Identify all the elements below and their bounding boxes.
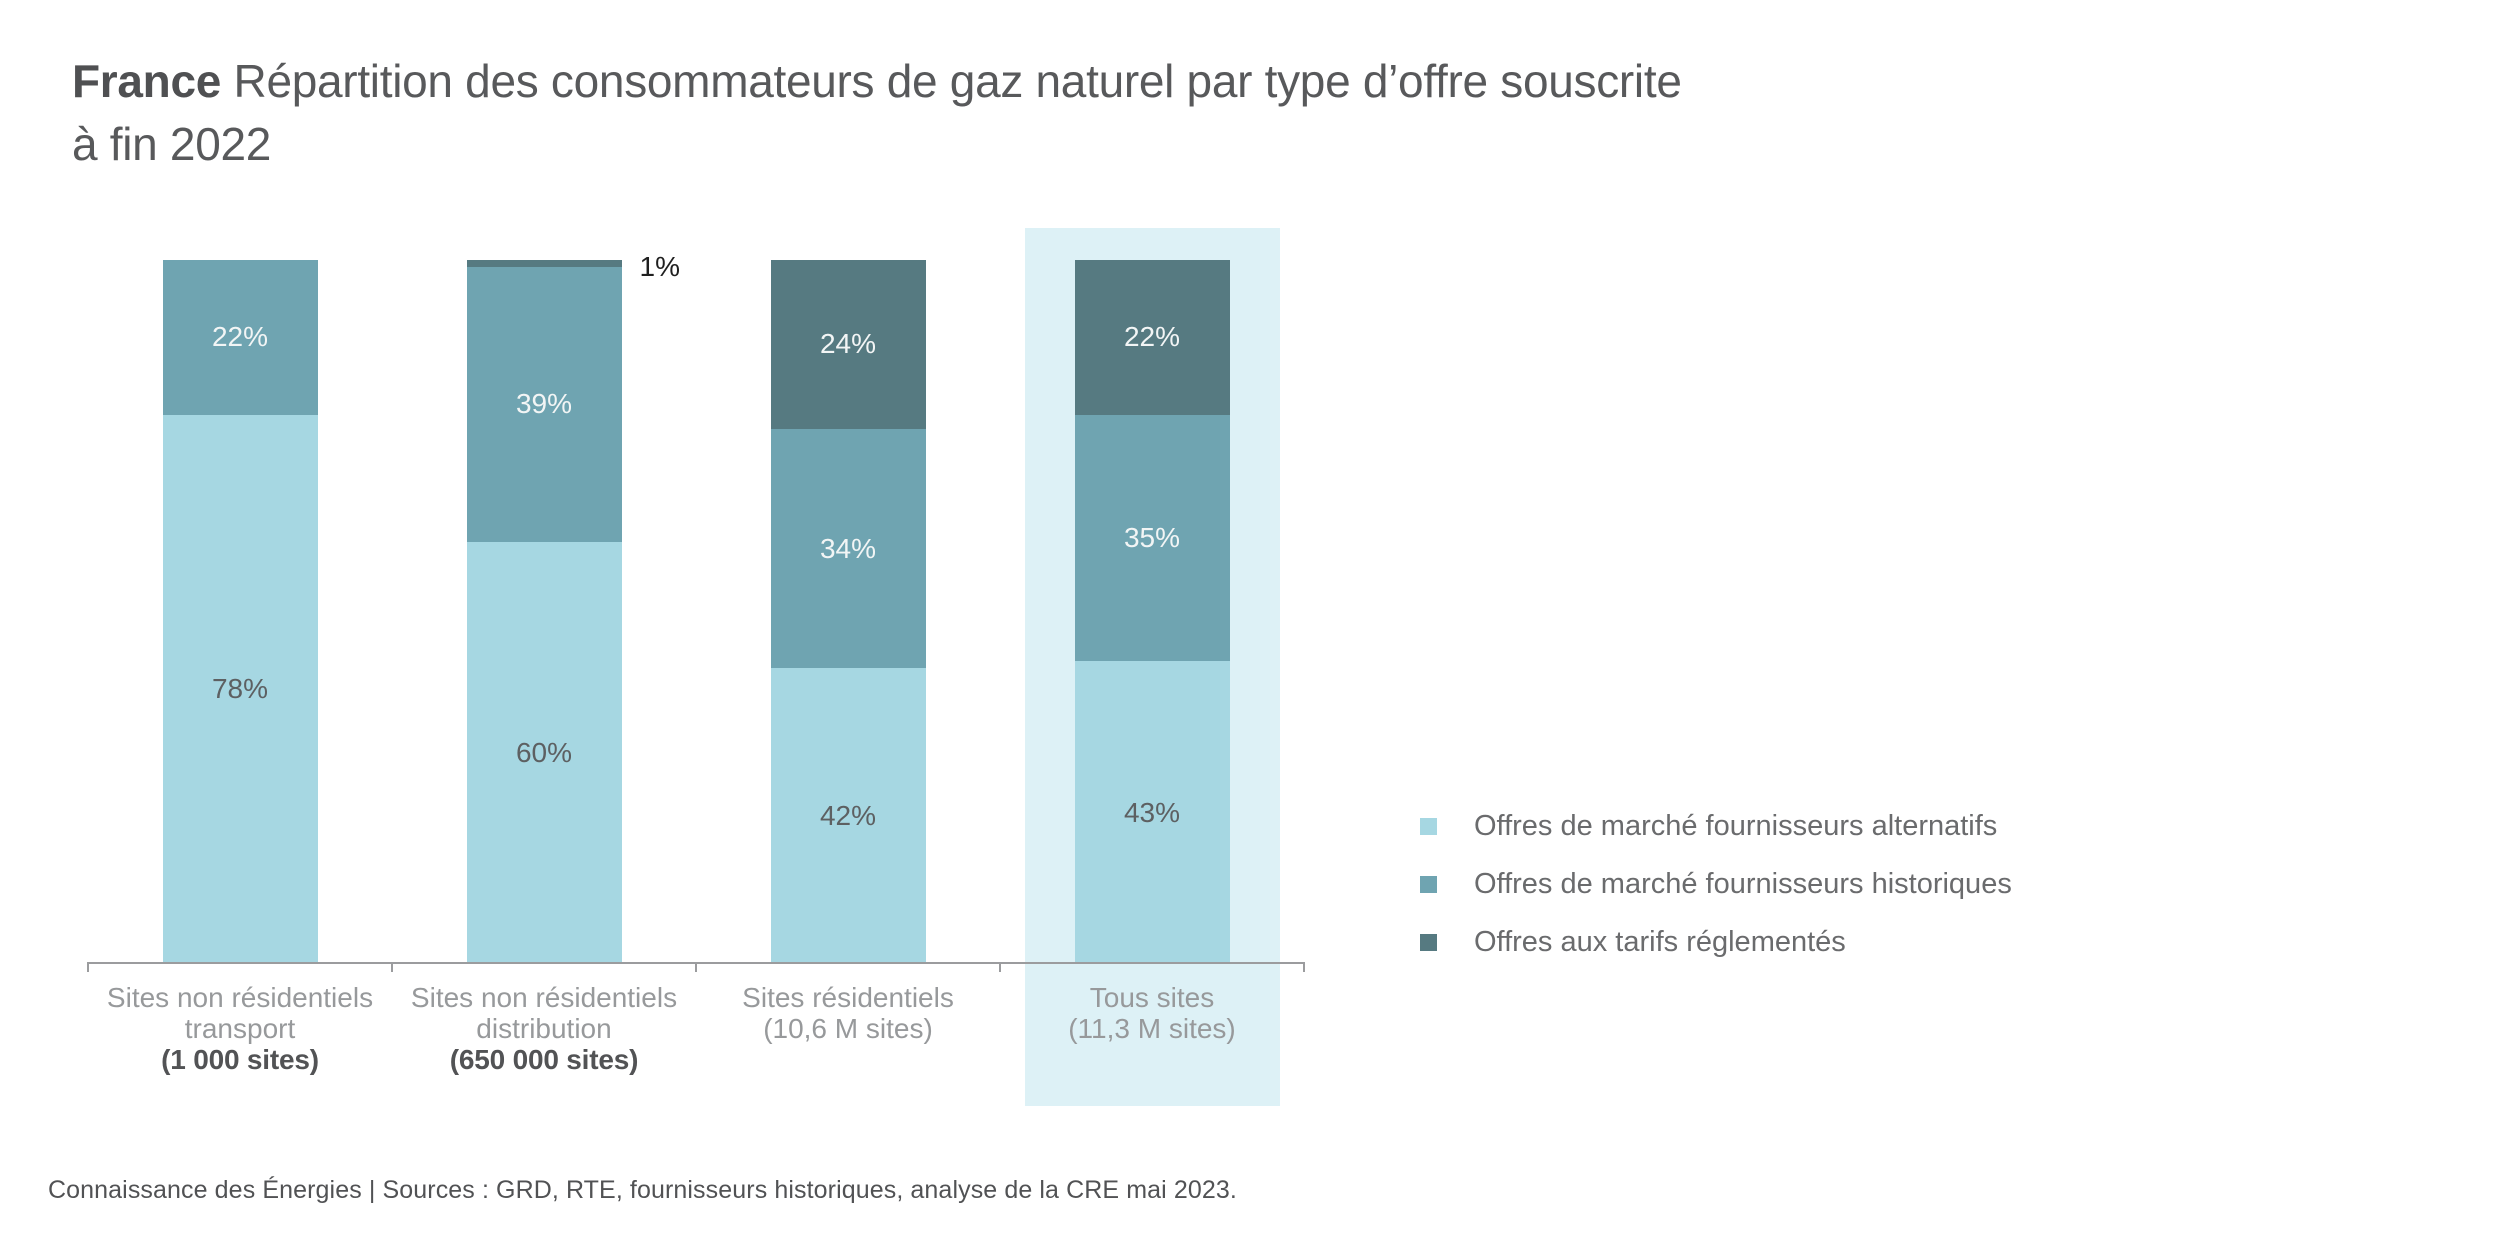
- category-label-line: (11,3 M sites): [1068, 1013, 1236, 1044]
- category-label-line: Tous sites: [1089, 982, 1215, 1013]
- legend-label: Offres aux tarifs réglementés: [1474, 925, 1846, 958]
- x-axis-category-label: Sites non résidentiels transport (1 000 si…: [80, 982, 400, 1075]
- source-attribution: Connaissance des Énergies | Sources : GR…: [48, 1176, 1237, 1204]
- bar-value-label: 22%: [211, 321, 269, 353]
- legend-label: Offres de marché fournisseurs alternatif…: [1474, 809, 1998, 842]
- bar-value-label: 35%: [1123, 522, 1181, 554]
- legend-label: Offres de marché fournisseurs historique…: [1474, 867, 2012, 900]
- x-axis-tick: [87, 962, 89, 972]
- bar-segment: [1074, 661, 1230, 964]
- x-axis-category-label: Sites résidentiels (10,6 M sites): [688, 982, 1008, 1044]
- legend-swatch: [1420, 933, 1437, 951]
- bar-value-label: 42%: [819, 800, 877, 832]
- category-label-line: Sites résidentiels: [742, 982, 954, 1013]
- category-label-line: (650 000 sites): [449, 1044, 639, 1075]
- x-axis-category-label: Tous sites (11,3 M sites): [992, 982, 1312, 1044]
- bar-value-label: 22%: [1123, 321, 1181, 353]
- bar-value-label: 60%: [515, 736, 573, 768]
- category-label-line: (1 000 sites): [161, 1044, 319, 1075]
- bar-segment: [466, 260, 622, 268]
- legend-item: Offres de marché fournisseurs alternatif…: [1420, 797, 2012, 855]
- bar-segment: [466, 541, 622, 964]
- x-axis-tick: [1303, 962, 1305, 972]
- page-title: France Répartition des consommateurs de …: [72, 50, 2412, 176]
- bar-value-label: 24%: [819, 328, 877, 360]
- title-region: France: [72, 55, 222, 107]
- bar-segment: [770, 260, 926, 429]
- bar-segment: [1074, 414, 1230, 662]
- category-label-line: (10,6 M sites): [763, 1013, 933, 1044]
- bar-segment: [162, 260, 318, 415]
- bar-value-label-outside: 1%: [639, 250, 680, 282]
- bar-value-label: 39%: [515, 388, 573, 420]
- x-axis-tick: [695, 962, 697, 972]
- x-axis-tick: [999, 962, 1001, 972]
- bar-segment: [162, 414, 318, 964]
- category-label-line: transport: [184, 1013, 296, 1044]
- legend-swatch: [1420, 875, 1437, 893]
- title-line-1: France Répartition des consommateurs de …: [72, 50, 2412, 113]
- legend-item: Offres aux tarifs réglementés: [1420, 913, 2012, 971]
- bar-segment: [1074, 260, 1230, 415]
- x-axis-tick: [391, 962, 393, 972]
- bar-segment: [770, 428, 926, 669]
- category-label-line: Sites non résidentiels: [410, 982, 678, 1013]
- chart-legend: Offres de marché fournisseurs alternatif…: [1420, 797, 2012, 971]
- bar-segment: [466, 267, 622, 542]
- legend-swatch: [1420, 817, 1437, 835]
- category-label-line: Sites non résidentiels: [106, 982, 374, 1013]
- title-text: Répartition des consommateurs de gaz nat…: [221, 55, 1682, 107]
- legend-item: Offres de marché fournisseurs historique…: [1420, 855, 2012, 913]
- category-label-line: distribution: [476, 1013, 612, 1044]
- bar-value-label: 43%: [1123, 796, 1181, 828]
- x-axis-category-label: Sites non résidentiels distribution (650 0…: [384, 982, 704, 1075]
- title-line-2: à fin 2022: [72, 118, 272, 170]
- bar-value-label: 78%: [211, 673, 269, 705]
- bar-segment: [770, 668, 926, 964]
- bar-value-label: 34%: [819, 532, 877, 564]
